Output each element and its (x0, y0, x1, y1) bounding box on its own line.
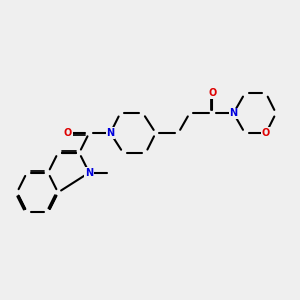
Text: O: O (262, 128, 270, 138)
Text: O: O (208, 88, 216, 98)
Text: N: N (230, 108, 238, 118)
Text: N: N (85, 168, 93, 178)
Text: O: O (64, 128, 72, 138)
Text: N: N (106, 128, 114, 138)
